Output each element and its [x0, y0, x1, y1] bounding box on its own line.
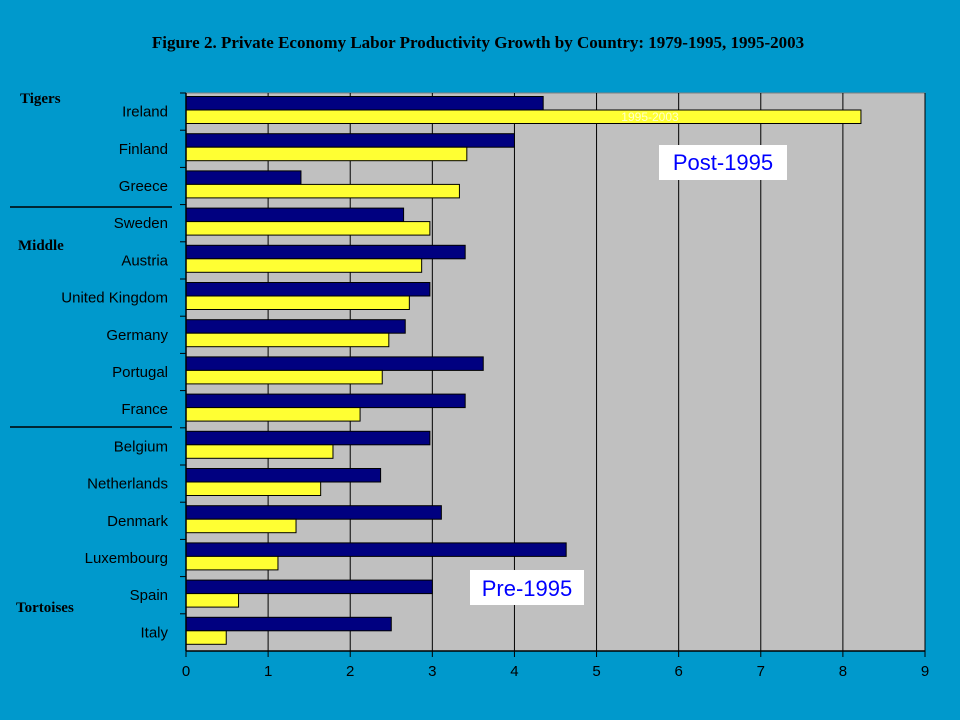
- group-label-middle: Middle: [18, 238, 64, 254]
- bar-finland-1979-1995: [185, 133, 515, 148]
- bar-france-1979-1995: [185, 393, 466, 409]
- x-tick-label-6: 6: [674, 663, 682, 680]
- bar-ireland-1995-2003: [185, 109, 862, 124]
- bar-greece-1979-1995: [185, 170, 302, 185]
- bar-spain-1995-2003: [185, 593, 240, 608]
- x-tick-label-3: 3: [428, 663, 436, 680]
- bar-austria-1979-1995: [185, 244, 466, 260]
- group-label-tigers: Tigers: [20, 91, 61, 107]
- bar-united-kingdom-1979-1995: [185, 282, 431, 297]
- category-label-sweden: Sweden: [114, 215, 168, 232]
- bar-belgium-1979-1995: [185, 430, 431, 446]
- category-label-germany: Germany: [106, 327, 168, 344]
- bar-united-kingdom-1995-2003: [185, 295, 410, 310]
- chart-title: Figure 2. Private Economy Labor Producti…: [152, 33, 804, 52]
- bar-denmark-1979-1995: [185, 505, 442, 520]
- category-label-luxembourg: Luxembourg: [85, 550, 168, 567]
- series-label-1995-2003: 1995-2003: [621, 110, 679, 124]
- plot-area-group: 1979-1995 1995-2003 0 1 2 3 4 5 6 7 8 9: [180, 92, 929, 680]
- category-label-france: France: [121, 401, 168, 418]
- bar-luxembourg-1979-1995: [185, 542, 567, 557]
- bar-netherlands-1979-1995: [185, 468, 382, 483]
- bar-greece-1995-2003: [185, 183, 460, 199]
- x-tick-label-1: 1: [264, 663, 272, 680]
- category-label-united-kingdom: United Kingdom: [61, 290, 168, 307]
- x-tick-label-9: 9: [921, 663, 929, 680]
- bar-spain-1979-1995: [185, 579, 433, 595]
- post-1995-callout-text: Post-1995: [673, 150, 773, 175]
- x-tick-label-4: 4: [510, 663, 518, 680]
- bar-denmark-1995-2003: [185, 518, 297, 534]
- series-label-1979-1995: 1979-1995: [353, 97, 411, 111]
- category-label-italy: Italy: [140, 624, 168, 641]
- x-tick-label-7: 7: [757, 663, 765, 680]
- category-label-spain: Spain: [130, 587, 168, 604]
- bar-germany-1979-1995: [185, 319, 406, 334]
- category-label-ireland: Ireland: [122, 104, 168, 121]
- pre-1995-callout-text: Pre-1995: [482, 576, 573, 601]
- bar-sweden-1979-1995: [185, 207, 405, 223]
- bar-portugal-1979-1995: [185, 356, 484, 371]
- bar-belgium-1995-2003: [185, 444, 334, 459]
- bar-france-1995-2003: [185, 407, 361, 422]
- category-label-finland: Finland: [119, 141, 168, 158]
- x-tick-label-8: 8: [839, 663, 847, 680]
- group-labels: Tigers Middle Tortoises: [10, 91, 172, 616]
- bar-netherlands-1995-2003: [185, 481, 322, 496]
- x-tick-label-2: 2: [346, 663, 354, 680]
- x-tick-label-5: 5: [592, 663, 600, 680]
- pre-1995-callout-box: [470, 570, 584, 605]
- bar-germany-1995-2003: [185, 332, 390, 348]
- bar-italy-1995-2003: [185, 630, 227, 645]
- category-label-portugal: Portugal: [112, 364, 168, 381]
- category-label-netherlands: Netherlands: [87, 476, 168, 493]
- category-label-belgium: Belgium: [114, 438, 168, 455]
- category-label-greece: Greece: [119, 178, 168, 195]
- bar-italy-1979-1995: [185, 616, 392, 632]
- callouts: Post-1995 Pre-1995: [470, 145, 787, 605]
- bar-finland-1995-2003: [185, 146, 468, 162]
- bar-portugal-1995-2003: [185, 369, 383, 385]
- category-label-austria: Austria: [121, 252, 168, 269]
- bar-sweden-1995-2003: [185, 221, 431, 236]
- bar-austria-1995-2003: [185, 258, 423, 273]
- post-1995-callout-box: [659, 145, 787, 180]
- x-tick-label-0: 0: [182, 663, 190, 680]
- group-label-tortoises: Tortoises: [16, 600, 74, 616]
- bar-luxembourg-1995-2003: [185, 555, 279, 571]
- category-label-denmark: Denmark: [107, 513, 168, 530]
- category-labels: Ireland Finland Greece Sweden Austria United …: [61, 104, 168, 642]
